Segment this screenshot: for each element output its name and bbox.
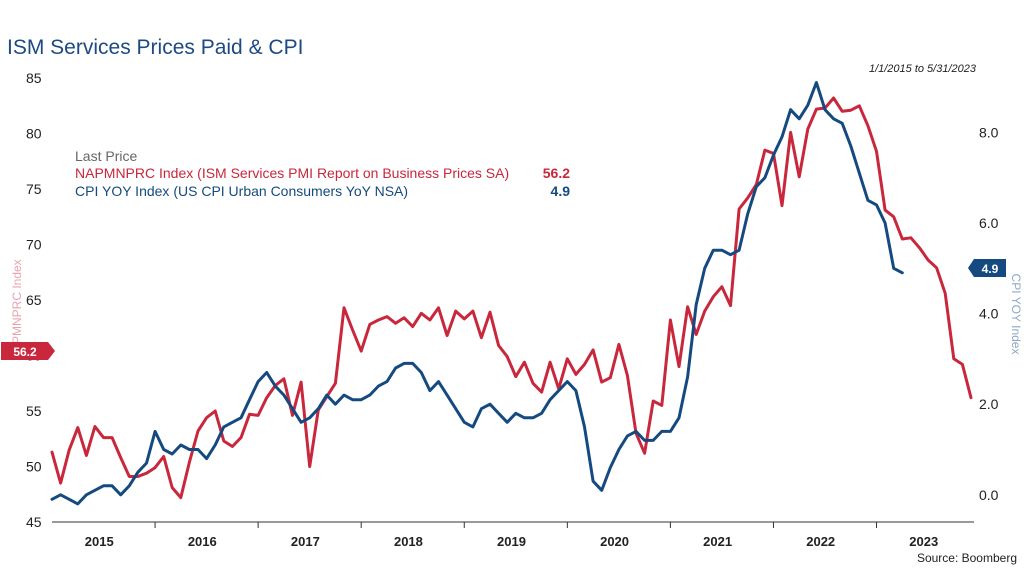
series-line-cpi [50, 81, 904, 506]
legend-ticker-cpi: CPI YOY Index [75, 183, 169, 199]
right-tick-label: 2.0 [979, 396, 999, 412]
legend-desc-cpi: (US CPI Urban Consumers YoY NSA) [169, 183, 408, 199]
chart-title: ISM Services Prices Paid & CPI [7, 36, 303, 59]
right-axis-label: CPI YOY Index [1009, 274, 1023, 355]
badge-text-napmnprc: 56.2 [13, 345, 37, 359]
left-axis-ticks: 455055606570758085 [26, 70, 42, 530]
x-tick-label: 2019 [497, 534, 526, 549]
left-axis-label: NAPMNPRC Index [10, 259, 24, 360]
right-tick-label: 4.0 [979, 306, 999, 322]
badge-text-cpi: 4.9 [982, 262, 999, 276]
x-tick-label: 2021 [703, 534, 732, 549]
right-tick-label: 6.0 [979, 215, 999, 231]
left-tick-label: 45 [26, 514, 42, 530]
x-axis: 2015 2016 2017 2018 2019 2020 2021 2022 2023 [52, 521, 974, 549]
legend-last-napmnprc: 56.2 [543, 165, 570, 181]
series-layer [50, 81, 973, 506]
x-tick-label: 2018 [394, 534, 423, 549]
left-tick-label: 85 [26, 70, 42, 86]
right-tick-label: 0.0 [979, 487, 999, 503]
legend-heading: Last Price [75, 148, 137, 164]
x-tick-label: 2023 [909, 534, 938, 549]
date-range: 1/1/2015 to 5/31/2023 [869, 63, 977, 75]
legend-entry-napmnprc: NAPMNPRC Index (ISM Services PMI Report … [75, 165, 509, 181]
right-axis-ticks: 0.0 2.0 4.0 6.0 8.0 [979, 124, 999, 502]
legend: Last Price NAPMNPRC Index (ISM Services … [75, 148, 570, 199]
x-tick-label: 2015 [85, 534, 114, 549]
series-line-napmnprc [50, 96, 973, 500]
x-tick-label: 2020 [600, 534, 629, 549]
last-value-badge-cpi: 4.9 [968, 259, 1006, 277]
left-tick-label: 70 [26, 237, 42, 253]
legend-desc-napmnprc: (ISM Services PMI Report on Business Pri… [193, 165, 509, 181]
x-tick-label: 2016 [188, 534, 217, 549]
left-tick-label: 75 [26, 181, 42, 197]
left-tick-label: 80 [26, 126, 42, 142]
x-tick-label: 2017 [291, 534, 320, 549]
x-tick-label: 2022 [806, 534, 835, 549]
left-tick-label: 50 [26, 459, 42, 475]
last-value-badge-napmnprc: 56.2 [1, 342, 55, 360]
right-tick-label: 8.0 [979, 124, 999, 140]
legend-entry-cpi: CPI YOY Index (US CPI Urban Consumers Yo… [75, 183, 408, 199]
legend-last-cpi: 4.9 [551, 183, 571, 199]
left-tick-label: 55 [26, 403, 42, 419]
left-tick-label: 65 [26, 292, 42, 308]
source-note: Source: Boomberg [917, 551, 1017, 565]
legend-ticker-napmnprc: NAPMNPRC Index [75, 165, 193, 181]
